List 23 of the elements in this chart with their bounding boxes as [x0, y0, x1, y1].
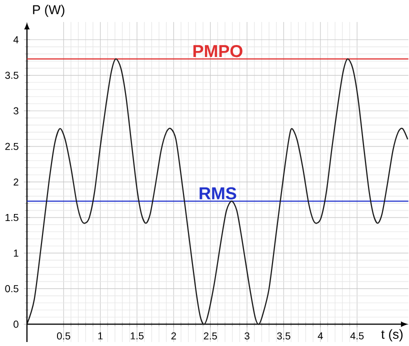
y-tick-label: 1: [14, 250, 18, 256]
y-tick-label: 2.5: [5, 142, 18, 150]
x-tick-label: 2: [171, 332, 176, 340]
x-tick-label: 4.5: [350, 332, 364, 340]
x-tick-label: 3.5: [277, 332, 290, 340]
y-tick-label: 0: [14, 320, 18, 328]
x-tick-label: 1.5: [130, 332, 144, 340]
x-tick-label: 0.5: [57, 332, 70, 340]
y-tick-label: 0.5: [5, 285, 18, 292]
y-tick-label: 4: [13, 36, 18, 44]
x-tick-label: 2.5: [204, 332, 217, 340]
y-tick-label: 3.5: [5, 72, 18, 79]
x-tick-label: 1: [98, 332, 103, 340]
x-axis-title: t (s): [381, 329, 403, 342]
y-axis-title: P (W): [33, 4, 64, 17]
ref-line-label: PMPO: [193, 44, 242, 58]
y-tick-label: 3: [14, 107, 18, 114]
line-series: [26, 58, 408, 325]
x-tick-label: 3: [244, 332, 250, 340]
y-tick-label: 2: [14, 178, 18, 186]
ref-line-label: RMS: [200, 187, 236, 200]
y-tick-label: 1.5: [6, 214, 18, 221]
x-tick-label: 4: [318, 332, 323, 340]
